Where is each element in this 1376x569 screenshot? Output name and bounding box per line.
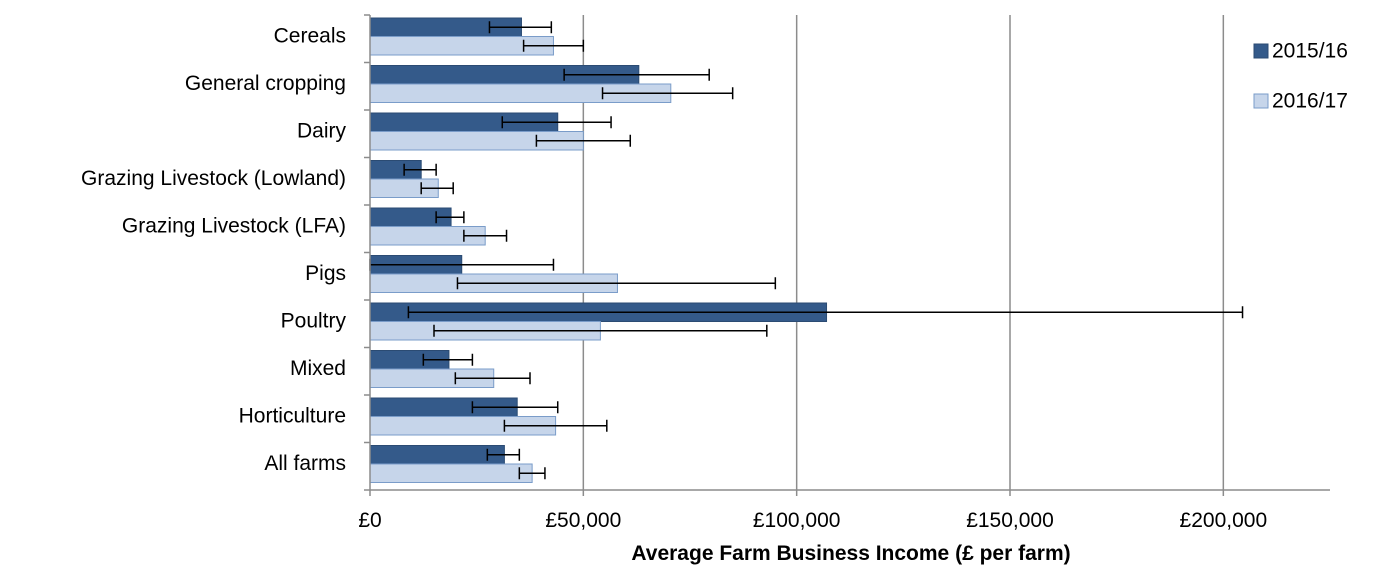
x-tick-label-2: £100,000: [753, 509, 841, 532]
error-bar-1-4: [435, 211, 465, 224]
bars: [369, 17, 828, 483]
gridlines: [582, 15, 1225, 490]
error-bar-2-2: [535, 134, 632, 147]
category-label-1: General cropping: [185, 72, 346, 95]
error-bar-2-4: [463, 229, 508, 242]
x-tick-label-4: £200,000: [1180, 509, 1268, 532]
x-tick-label-1: £50,000: [545, 509, 621, 532]
category-label-7: Mixed: [290, 357, 346, 380]
category-label-8: Horticulture: [239, 404, 346, 427]
bar-2-9: [369, 463, 533, 483]
legend-item-2: 2016/17: [1253, 90, 1348, 113]
x-axis-title: Average Farm Business Income (£ per farm…: [631, 542, 1070, 565]
category-label-5: Pigs: [305, 262, 346, 285]
category-label-2: Dairy: [297, 119, 347, 142]
error-bars: [369, 21, 1244, 480]
x-tick-label-3: £150,000: [966, 509, 1054, 532]
error-bar-2-0: [522, 39, 585, 52]
category-label-9: All farms: [264, 452, 346, 475]
error-bar-1-8: [471, 401, 559, 414]
axes: [364, 14, 1330, 496]
legend: 2015/16 2016/17: [1253, 40, 1348, 113]
error-bar-1-1: [563, 68, 710, 81]
error-bar-1-0: [488, 21, 553, 34]
legend-label-2: 2016/17: [1272, 90, 1348, 113]
error-bar-2-3: [420, 182, 454, 195]
legend-swatch-1: [1253, 43, 1269, 59]
error-bar-1-6: [407, 306, 1244, 319]
error-bar-2-6: [433, 324, 768, 337]
legend-item-1: 2015/16: [1253, 40, 1348, 63]
error-bar-2-5: [456, 277, 777, 290]
x-tick-labels: £0 £50,000 £100,000 £150,000 £200,000: [358, 509, 1267, 532]
category-label-0: Cereals: [274, 24, 346, 47]
error-bar-2-9: [518, 467, 546, 480]
category-label-6: Poultry: [281, 309, 347, 332]
category-label-4: Grazing Livestock (LFA): [122, 214, 346, 237]
error-bar-2-7: [454, 372, 531, 385]
category-label-3: Grazing Livestock (Lowland): [81, 167, 346, 190]
x-tick-label-0: £0: [358, 509, 381, 532]
error-bar-1-7: [422, 353, 474, 366]
error-bar-2-1: [601, 87, 734, 100]
error-bar-2-8: [503, 419, 608, 432]
legend-label-1: 2015/16: [1272, 40, 1348, 63]
error-bar-1-9: [486, 448, 521, 461]
bar-1-9: [369, 445, 505, 465]
error-bar-1-2: [501, 116, 612, 129]
legend-swatch-2: [1253, 93, 1269, 109]
error-bar-1-3: [403, 163, 437, 176]
category-labels: Cereals General cropping Dairy Grazing Live…: [81, 24, 346, 475]
